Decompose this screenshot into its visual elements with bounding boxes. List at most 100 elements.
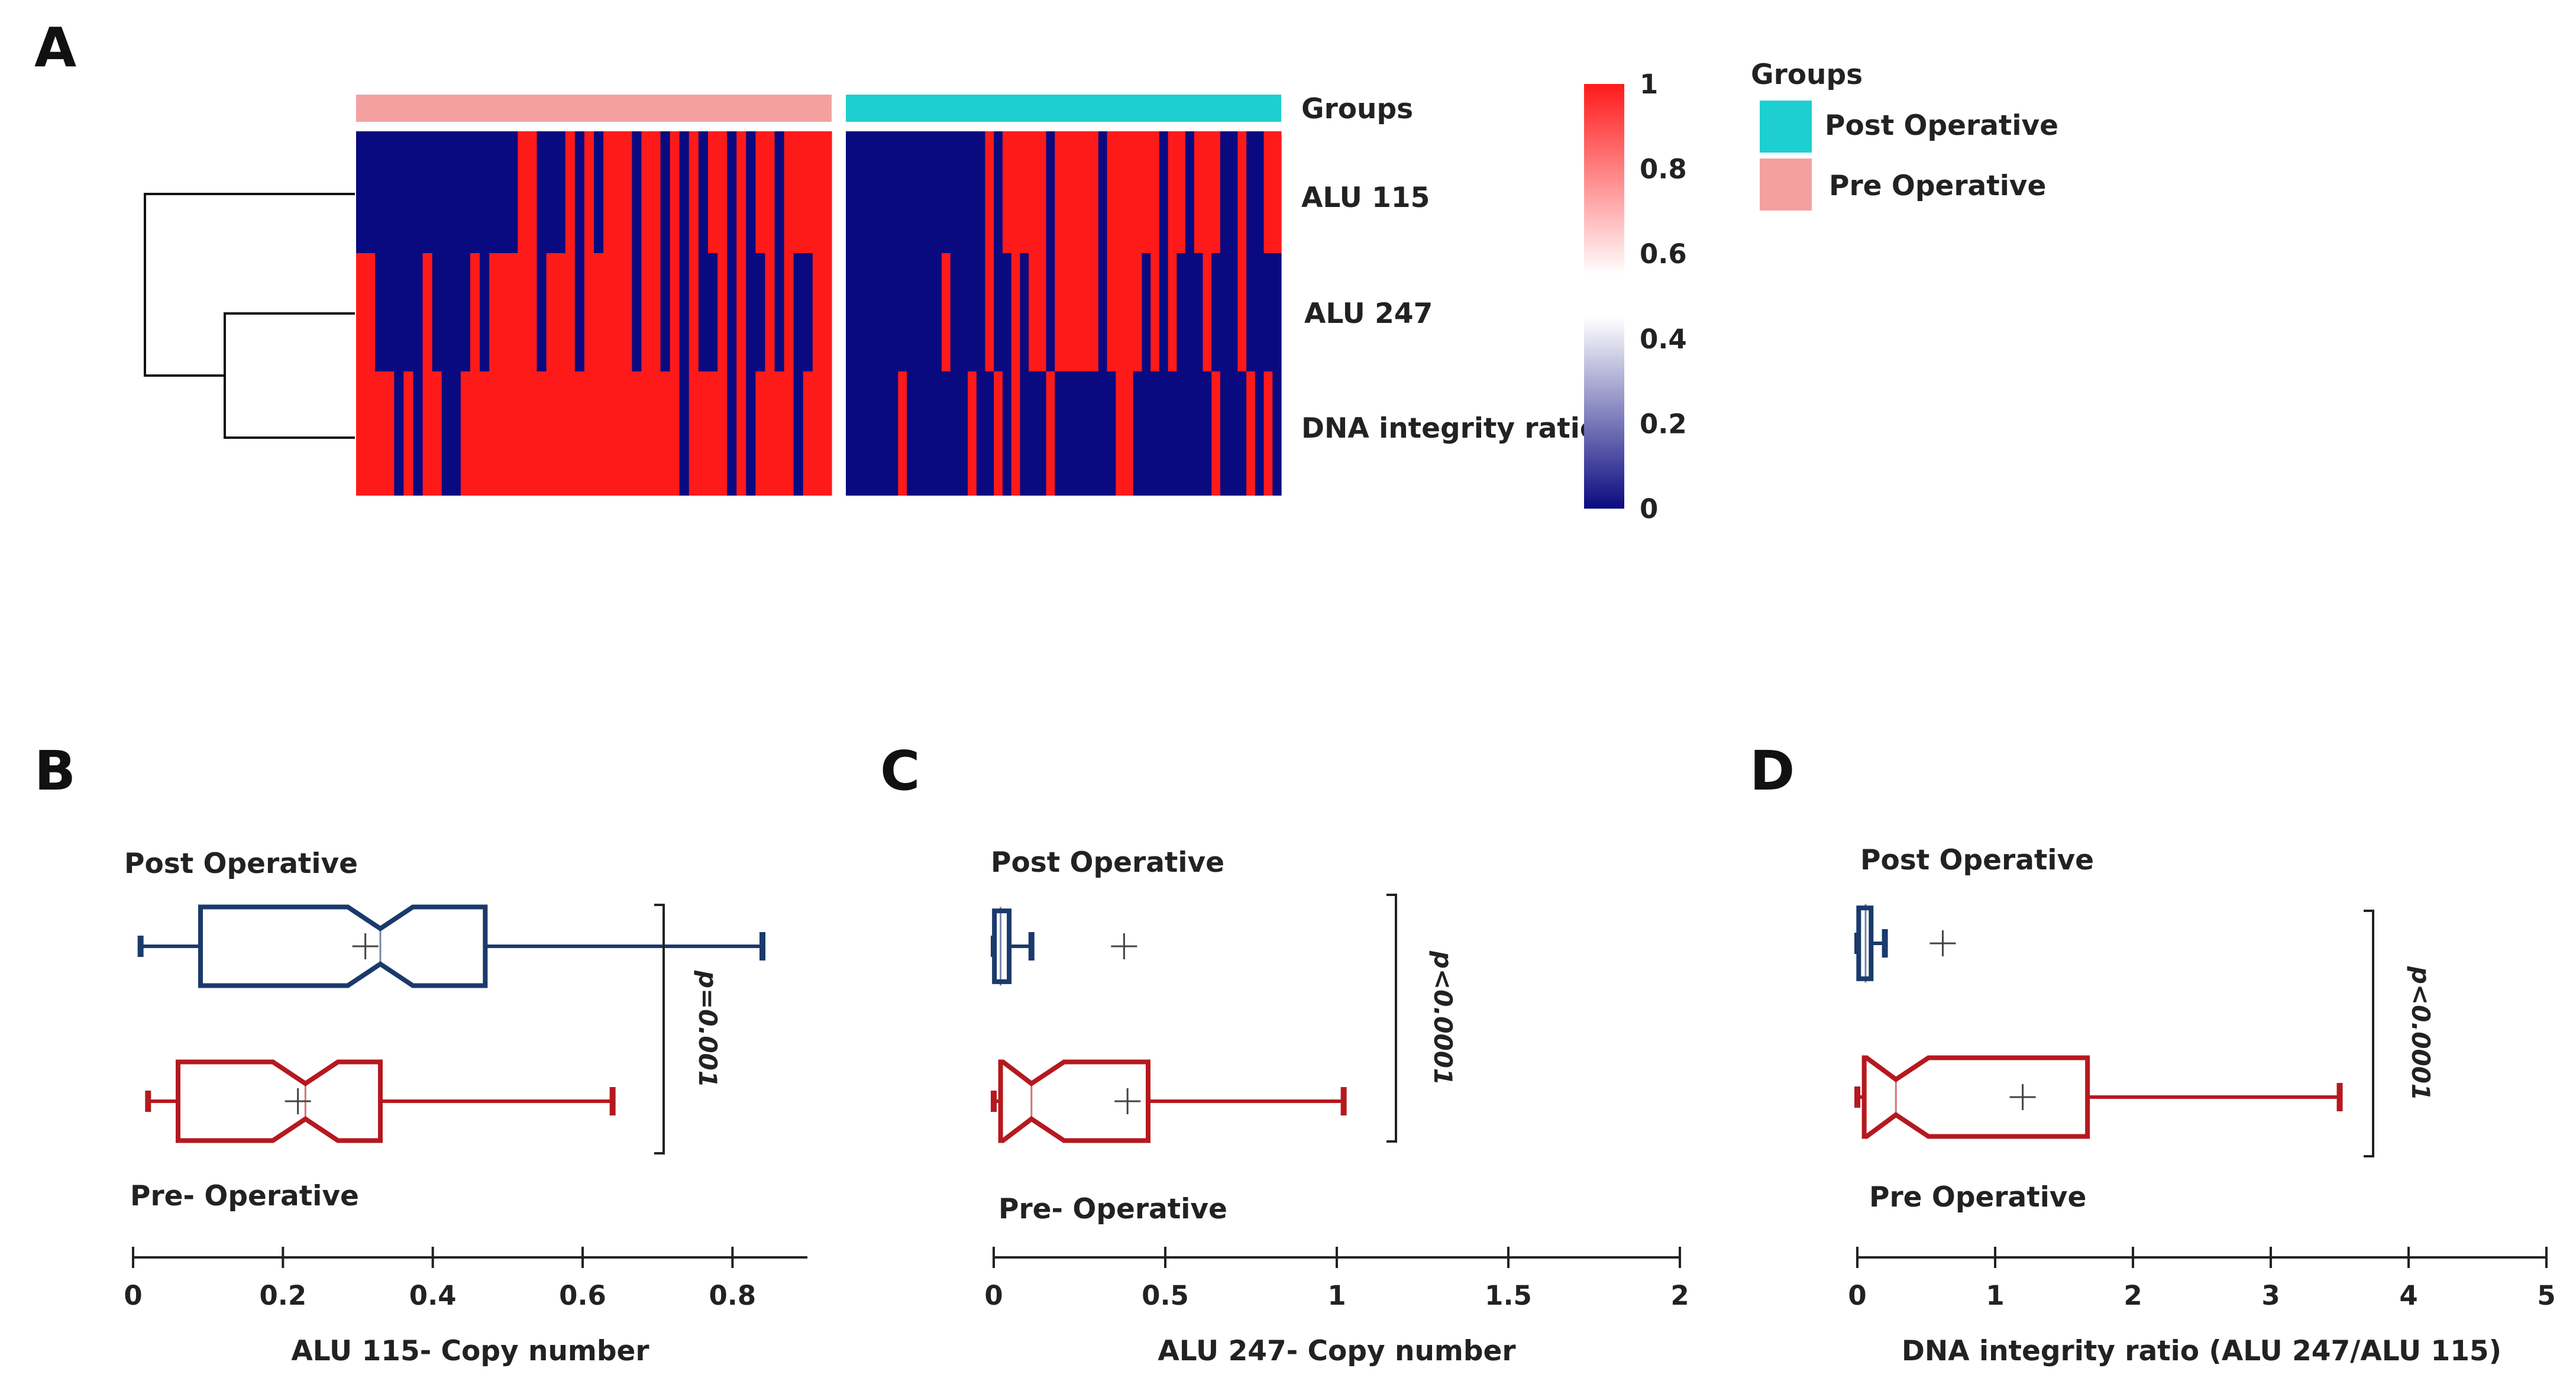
heatmap-cell-alu-115 — [765, 131, 775, 253]
heatmap-cell-dna-integrity-ratio — [941, 371, 951, 496]
heatmap-cell-alu-115 — [679, 131, 690, 253]
heatmap-cell-alu-115 — [1272, 131, 1282, 253]
heatmap-cell-alu-115 — [546, 131, 557, 253]
heatmap-cell-dna-integrity-ratio — [356, 371, 366, 496]
heatmap-cell-dna-integrity-ratio — [755, 371, 766, 496]
heatmap-cell-dna-integrity-ratio — [959, 371, 968, 496]
heatmap-cell-dna-integrity-ratio — [1159, 371, 1169, 496]
heatmap-cell-alu-115 — [774, 131, 785, 253]
heatmap-cell-alu-247 — [846, 253, 855, 371]
heatmap-cell-alu-247 — [959, 253, 968, 371]
heatmap-cell-dna-integrity-ratio — [613, 371, 623, 496]
heatmap-cell-alu-115 — [489, 131, 499, 253]
heatmap-cell-dna-integrity-ratio — [1255, 371, 1265, 496]
heatmap-cell-dna-integrity-ratio — [784, 371, 794, 496]
heatmap-cell-alu-115 — [1255, 131, 1265, 253]
legend-swatch-pre-operative — [1760, 159, 1812, 211]
heatmap-cell-alu-115 — [1150, 131, 1160, 253]
panel-letter-a: A — [34, 16, 76, 79]
heatmap-cell-alu-115 — [985, 131, 994, 253]
panel-letter-b: B — [34, 739, 76, 803]
heatmap-cell-dna-integrity-ratio — [889, 371, 898, 496]
dendrogram-branch-inner — [224, 312, 355, 439]
heatmap-cell-alu-115 — [968, 131, 977, 253]
heatmap-cell-alu-247 — [985, 253, 994, 371]
box-body — [1861, 1055, 2090, 1139]
category-label-post-operative: Post Operative — [991, 846, 1224, 879]
heatmap-cell-alu-247 — [1150, 253, 1160, 371]
box-pre-operative — [145, 1059, 616, 1143]
heatmap-cell-alu-115 — [660, 131, 671, 253]
heatmap-cell-alu-115 — [854, 131, 864, 253]
mean-marker — [1929, 930, 1956, 956]
p-value-label: p=0.001 — [693, 970, 722, 1088]
x-tick-label: 0.5 — [1142, 1280, 1189, 1311]
heatmap-cell-alu-115 — [670, 131, 680, 253]
colorbar-tick-label: 0.6 — [1640, 238, 1687, 270]
heatmap-cell-alu-247 — [527, 253, 538, 371]
heatmap-cell-alu-247 — [863, 253, 872, 371]
heatmap-cell-alu-115 — [1090, 131, 1099, 253]
heatmap-cell-alu-247 — [994, 253, 1003, 371]
heatmap-cell-dna-integrity-ratio — [1011, 371, 1020, 496]
heatmap-cell-dna-integrity-ratio — [793, 371, 804, 496]
heatmap-cell-alu-115 — [1168, 131, 1177, 253]
heatmap-cell-dna-integrity-ratio — [1055, 371, 1064, 496]
x-tick-label: 1 — [1327, 1280, 1346, 1311]
heatmap-cell-dna-integrity-ratio — [727, 371, 737, 496]
heatmap-cell-dna-integrity-ratio — [1037, 371, 1047, 496]
heatmap-cell-dna-integrity-ratio — [1263, 371, 1273, 496]
heatmap-cell-dna-integrity-ratio — [812, 371, 823, 496]
heatmap-cell-alu-247 — [536, 253, 547, 371]
heatmap-cell-alu-115 — [574, 131, 585, 253]
dendrogram — [144, 193, 355, 439]
heatmap-cell-dna-integrity-ratio — [1020, 371, 1029, 496]
heatmap-cell-dna-integrity-ratio — [803, 371, 813, 496]
heatmap-cell-dna-integrity-ratio — [432, 371, 442, 496]
heatmap-cell-alu-115 — [1020, 131, 1029, 253]
x-tick-label: 0 — [124, 1280, 142, 1311]
heatmap-cell-dna-integrity-ratio — [451, 371, 461, 496]
colorbar-tick-label: 1 — [1640, 69, 1658, 100]
legend-label-post-operative: Post Operative — [1825, 109, 2058, 142]
heatmap-cell-alu-115 — [622, 131, 632, 253]
heatmap-cell-dna-integrity-ratio — [854, 371, 864, 496]
heatmap-cell-dna-integrity-ratio — [632, 371, 642, 496]
heatmap-cell-dna-integrity-ratio — [872, 371, 881, 496]
heatmap-cell-alu-247 — [499, 253, 509, 371]
heatmap-cell-alu-115 — [432, 131, 442, 253]
heatmap-cell-alu-115 — [584, 131, 594, 253]
heatmap-cell-alu-115 — [1055, 131, 1064, 253]
heatmap-cell-dna-integrity-ratio — [1150, 371, 1160, 496]
heatmap-cell-alu-115 — [755, 131, 766, 253]
colorbar-ticks: 1 0.8 0.6 0.4 0.2 0 — [1640, 69, 1687, 525]
heatmap-cell-alu-247 — [1098, 253, 1108, 371]
x-tick-label: 2 — [2123, 1280, 2142, 1311]
heatmap-cell-alu-247 — [1159, 253, 1169, 371]
heatmap-cell-dna-integrity-ratio — [1081, 371, 1090, 496]
heatmap-cell-alu-247 — [1246, 253, 1256, 371]
heatmap-cell-dna-integrity-ratio — [527, 371, 538, 496]
heatmap-cell-dna-integrity-ratio — [403, 371, 414, 496]
heatmap-cell-alu-247 — [889, 253, 898, 371]
heatmap-cell-alu-247 — [941, 253, 951, 371]
heatmap-cell-alu-247 — [1037, 253, 1047, 371]
heatmap-cell-alu-247 — [765, 253, 775, 371]
heatmap-cell-alu-115 — [1203, 131, 1212, 253]
significance-bracket — [1386, 894, 1397, 1143]
x-tick-label: 5 — [2537, 1280, 2555, 1311]
heatmap-cell-alu-247 — [1090, 253, 1099, 371]
heatmap-cell-dna-integrity-ratio — [679, 371, 690, 496]
heatmap-cell-alu-247 — [594, 253, 604, 371]
significance-bracket — [654, 904, 665, 1154]
dendrogram-branch-outer — [144, 193, 355, 377]
heatmap-cell-alu-247 — [403, 253, 414, 371]
heatmap-cell-alu-115 — [1237, 131, 1247, 253]
heatmap-cell-dna-integrity-ratio — [555, 371, 566, 496]
heatmap-cell-alu-247 — [555, 253, 566, 371]
heatmap-cell-dna-integrity-ratio — [413, 371, 424, 496]
heatmap-cell-dna-integrity-ratio — [594, 371, 604, 496]
heatmap-cell-dna-integrity-ratio — [603, 371, 613, 496]
colorbar — [1584, 84, 1624, 509]
heatmap-cell-alu-247 — [518, 253, 528, 371]
